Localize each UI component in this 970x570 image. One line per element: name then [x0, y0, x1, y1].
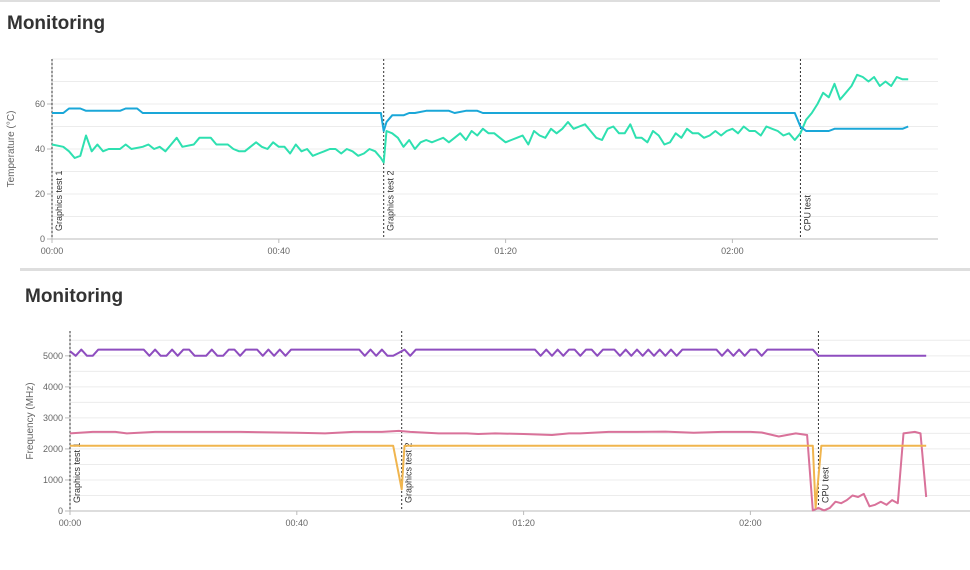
y-tick-label: 2000	[43, 444, 63, 454]
series-line-freq_orange	[70, 444, 927, 509]
x-tick-label: 01:20	[512, 518, 535, 528]
x-tick-label: 02:00	[739, 518, 762, 528]
series-line-temp_green	[51, 73, 909, 164]
chart-0: 0 20 40 60 00:00 00:40 01:20 02:00 Temperature (…	[6, 58, 938, 256]
event-marker-label: CPU test	[820, 466, 830, 503]
x-tick-label: 00:40	[286, 518, 309, 528]
event-marker-label: CPU test	[802, 194, 812, 231]
event-marker-label: Graphics test 1	[54, 170, 64, 231]
x-tick-label: 00:40	[268, 246, 291, 256]
panel-title-frequency: Monitoring	[25, 286, 124, 307]
x-tick-label: 00:00	[59, 518, 82, 528]
top-border	[0, 0, 940, 2]
series-line-freq_purple	[69, 348, 927, 357]
x-tick-label: 02:00	[721, 246, 744, 256]
event-marker-label: Graphics test 1	[72, 442, 82, 503]
y-tick-label: 1000	[43, 475, 63, 485]
y-tick-label: 40	[35, 144, 45, 154]
y-axis-label: Temperature (°C)	[6, 111, 17, 188]
series-line-temp_blue	[52, 107, 909, 132]
y-axis-label: Frequency (MHz)	[25, 382, 36, 459]
y-tick-label: 60	[35, 99, 45, 109]
event-marker-label: Graphics test 2	[386, 170, 396, 231]
event-marker-label: Graphics test 2	[404, 442, 414, 503]
x-tick-label: 00:00	[41, 246, 64, 256]
x-tick-label: 01:20	[494, 246, 517, 256]
y-tick-label: 5000	[43, 351, 63, 361]
panel-title-temperature: Monitoring	[7, 13, 106, 34]
y-tick-label: 4000	[43, 382, 63, 392]
y-tick-label: 0	[58, 506, 63, 516]
y-tick-label: 3000	[43, 413, 63, 423]
y-tick-label: 20	[35, 189, 45, 199]
y-tick-label: 0	[40, 234, 45, 244]
chart-1: 0 1000 2000 3000 4000 5000 00:00 00:40 01:20 02:0…	[25, 331, 970, 528]
series-line-freq_pink	[69, 429, 928, 512]
panel-separator	[20, 268, 970, 271]
